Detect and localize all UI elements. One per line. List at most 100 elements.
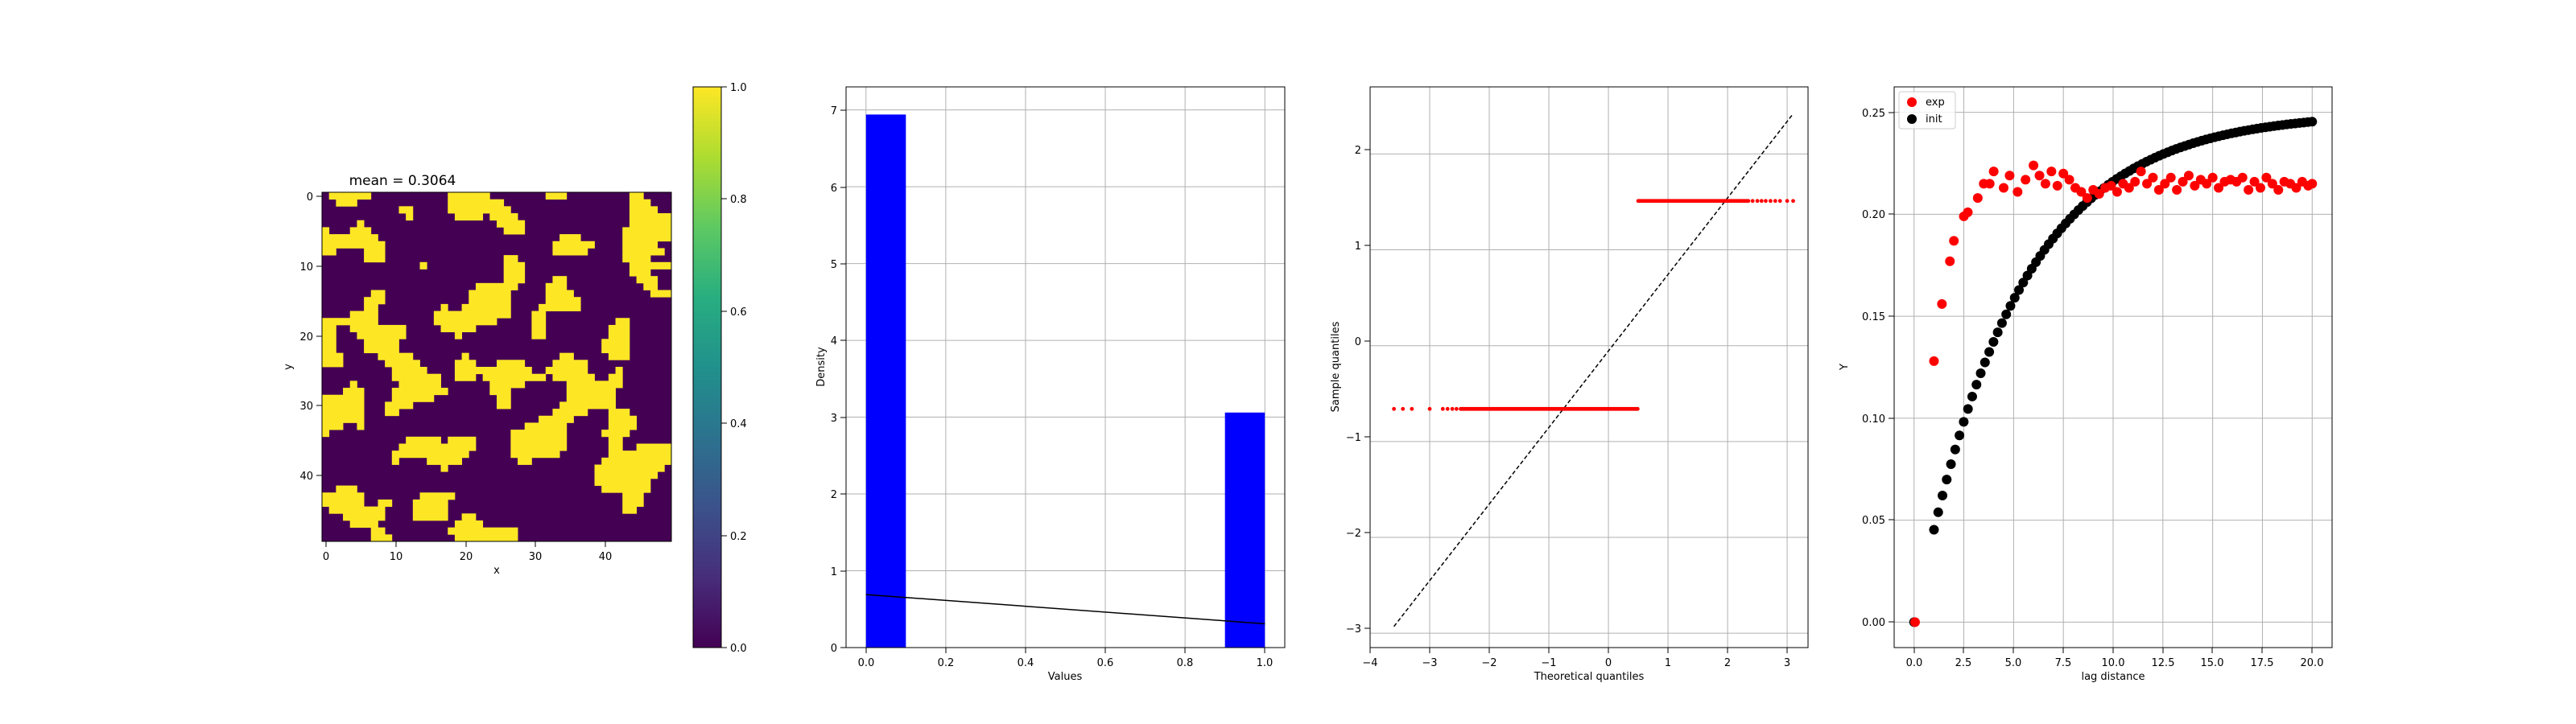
heatmap-cell <box>531 422 539 430</box>
heatmap-cell <box>497 381 505 389</box>
heatmap-cell <box>566 360 574 368</box>
heatmap-cell <box>608 485 616 493</box>
heatmap-cell <box>657 450 665 459</box>
heatmap-cell <box>518 457 526 465</box>
heatmap-cell <box>622 450 630 459</box>
heatmap-cell <box>629 269 637 277</box>
heatmap-cell <box>622 324 630 332</box>
heatmap-cell <box>412 443 420 451</box>
heatmap-cell <box>559 409 568 417</box>
heatmap-cell <box>322 352 330 360</box>
heatmap-cell <box>608 373 616 381</box>
heatmap-cell <box>461 192 469 200</box>
heatmap-cell <box>503 367 511 375</box>
heatmap-cell <box>343 499 351 507</box>
heatmap-cell <box>657 234 665 242</box>
heatmap-y-tick-label: 10 <box>299 261 313 274</box>
heatmap-cell <box>552 436 560 444</box>
heatmap-cell <box>489 318 497 326</box>
variogram-point-exp <box>1984 179 1995 189</box>
histogram-x-tick-label: 1.0 <box>1257 657 1274 669</box>
heatmap-cell <box>406 381 414 389</box>
heatmap-cell <box>622 415 630 423</box>
heatmap-cell <box>643 282 651 290</box>
heatmap-frame <box>321 191 672 542</box>
heatmap-cell <box>398 206 407 214</box>
heatmap-cell <box>580 381 588 389</box>
heatmap-cell <box>518 443 526 451</box>
heatmap-cell <box>469 199 477 207</box>
heatmap-cell <box>573 360 581 368</box>
heatmap-cell <box>391 339 399 347</box>
heatmap-cell <box>545 443 553 451</box>
heatmap-cell <box>469 213 477 221</box>
heatmap-cell <box>419 261 427 269</box>
heatmap-cell <box>482 527 490 535</box>
heatmap-cell <box>328 499 336 507</box>
heatmap-cell <box>322 499 330 507</box>
heatmap-cell <box>433 450 441 459</box>
heatmap-cell <box>622 339 630 347</box>
heatmap-cell <box>657 248 665 256</box>
heatmap-cell <box>539 303 547 311</box>
variogram-point-exp <box>2029 160 2039 171</box>
heatmap-cell <box>643 276 651 284</box>
heatmap-cell <box>349 311 357 319</box>
heatmap-cell <box>615 436 623 444</box>
heatmap-cell <box>433 311 441 319</box>
heatmap-cell <box>559 401 568 409</box>
heatmap-cell <box>636 443 644 451</box>
heatmap-cell <box>559 367 568 375</box>
heatmap-cell <box>328 506 336 514</box>
variogram-point-init <box>1979 357 1990 368</box>
heatmap-cell <box>559 297 568 305</box>
heatmap-cell <box>657 290 665 298</box>
heatmap-cell <box>503 394 511 402</box>
heatmap-cell <box>636 192 644 200</box>
heatmap-cell <box>587 394 595 402</box>
qq-point <box>1777 199 1782 204</box>
heatmap-cell <box>336 318 344 326</box>
heatmap-cell <box>427 499 435 507</box>
heatmap-cell <box>650 450 658 459</box>
heatmap-cell <box>489 373 497 381</box>
qq-y-tick-label: 1 <box>1355 241 1361 253</box>
heatmap-cell <box>622 352 630 360</box>
heatmap-cell <box>343 241 351 249</box>
qq-reference-line <box>1393 113 1794 627</box>
qq-y-label: Sample quantiles <box>1330 321 1342 412</box>
qq-y-tick-label: −2 <box>1346 528 1361 540</box>
heatmap-cell <box>622 506 630 514</box>
heatmap-x-tick-label: 10 <box>390 551 403 563</box>
heatmap-cell <box>469 443 477 451</box>
heatmap-cell <box>650 220 658 228</box>
histogram-y-tick-label: 7 <box>831 105 837 117</box>
heatmap-cell <box>608 352 616 360</box>
heatmap-cell <box>552 276 560 284</box>
heatmap-cell <box>622 227 630 235</box>
heatmap-cell <box>328 324 336 332</box>
heatmap-cell <box>364 297 372 305</box>
heatmap-cell <box>573 381 581 389</box>
heatmap-cell <box>510 373 518 381</box>
heatmap-cell <box>349 513 357 521</box>
heatmap-cell <box>406 436 414 444</box>
variogram-point-exp <box>2013 187 2023 197</box>
heatmap-cell <box>448 527 456 535</box>
heatmap-cell <box>482 206 490 214</box>
heatmap-title: mean = 0.3064 <box>349 173 456 189</box>
heatmap-cell <box>398 443 407 451</box>
heatmap-cell <box>364 339 372 347</box>
heatmap-cell <box>475 206 484 214</box>
heatmap-cell <box>608 345 616 354</box>
heatmap-cell <box>469 436 477 444</box>
heatmap-cell <box>322 324 330 332</box>
heatmap-cell <box>622 255 630 263</box>
heatmap-cell <box>580 394 588 402</box>
heatmap-cell <box>448 192 456 200</box>
heatmap-cell <box>615 345 623 354</box>
heatmap-cell <box>657 220 665 228</box>
heatmap-cell <box>364 241 372 249</box>
heatmap-cell <box>406 213 414 221</box>
heatmap-cell <box>364 331 372 339</box>
